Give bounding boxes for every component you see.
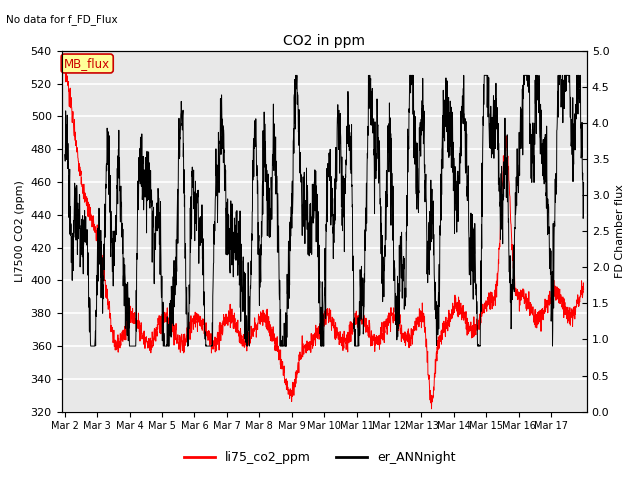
Text: No data for f_FD_Flux: No data for f_FD_Flux: [6, 14, 118, 25]
Legend: li75_co2_ppm, er_ANNnight: li75_co2_ppm, er_ANNnight: [179, 446, 461, 469]
Title: CO2 in ppm: CO2 in ppm: [283, 34, 365, 48]
Text: MB_flux: MB_flux: [64, 57, 110, 70]
Y-axis label: FD Chamber flux: FD Chamber flux: [615, 184, 625, 278]
Y-axis label: LI7500 CO2 (ppm): LI7500 CO2 (ppm): [15, 180, 25, 282]
